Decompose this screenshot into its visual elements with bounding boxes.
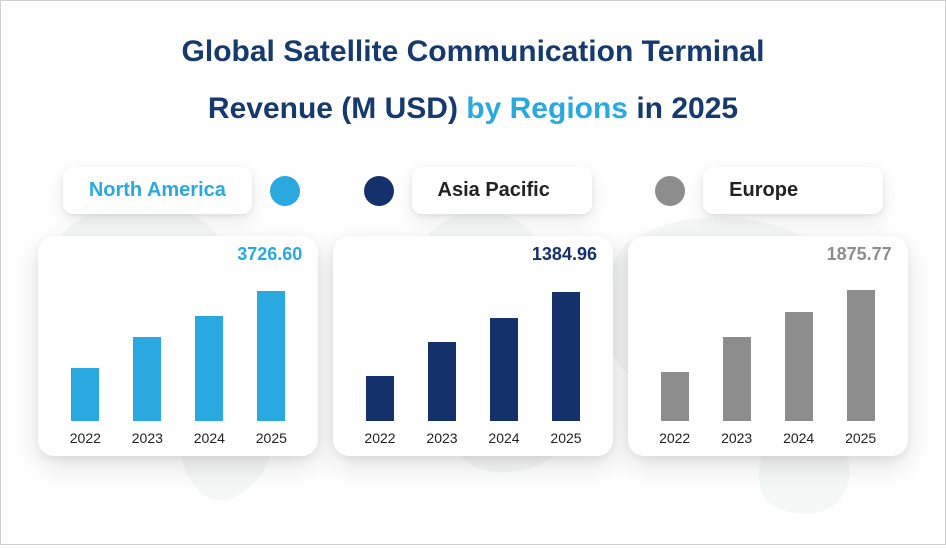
bar-wrap	[411, 342, 473, 421]
bar-wrap	[240, 291, 302, 421]
chart-card-europe: 1875.77 2022 2023 2024 2025	[628, 236, 908, 456]
xlabel: 2023	[721, 430, 752, 446]
bars-europe	[644, 270, 892, 422]
legend-row: North America Asia Pacific Europe	[1, 167, 945, 214]
xlabel: 2024	[194, 430, 225, 446]
xlabel: 2024	[783, 430, 814, 446]
infographic-frame: Global Satellite Communication Terminal …	[0, 0, 946, 545]
xlabel: 2022	[70, 430, 101, 446]
peak-value-north-america: 3726.60	[237, 244, 302, 265]
legend-label-europe: Europe	[703, 167, 883, 214]
chart-card-asia-pacific: 1384.96 2022 2023 2024 2025	[333, 236, 613, 456]
peak-value-europe: 1875.77	[827, 244, 892, 265]
title-line-1: Global Satellite Communication Terminal	[1, 23, 945, 80]
xlabel: 2022	[364, 430, 395, 446]
xlabel: 2023	[132, 430, 163, 446]
chart-title: Global Satellite Communication Terminal …	[1, 1, 945, 137]
xlabel: 2024	[488, 430, 519, 446]
xaxis-asia-pacific: 2022 2023 2024 2025	[349, 430, 597, 446]
legend-label-north-america: North America	[63, 167, 252, 214]
bar-ap-2023	[428, 342, 456, 421]
bar-eu-2023	[723, 337, 751, 421]
xaxis-north-america: 2022 2023 2024 2025	[54, 430, 302, 446]
legend-europe: Europe	[655, 167, 883, 214]
bar-wrap	[473, 318, 535, 421]
bar-ap-2025	[552, 292, 580, 421]
peak-value-asia-pacific: 1384.96	[532, 244, 597, 265]
title-line-2: Revenue (M USD) by Regions in 2025	[1, 80, 945, 137]
title-line-2-pre: Revenue (M USD)	[208, 92, 466, 125]
bar-wrap	[535, 292, 597, 421]
xlabel: 2025	[550, 430, 581, 446]
bar-ap-2024	[490, 318, 518, 421]
title-line-2-accent: by Regions	[466, 92, 628, 125]
bar-eu-2025	[847, 290, 875, 421]
title-line-2-post: in 2025	[628, 92, 738, 125]
bar-wrap	[768, 312, 830, 421]
xaxis-europe: 2022 2023 2024 2025	[644, 430, 892, 446]
bar-wrap	[54, 368, 116, 421]
legend-label-asia-pacific: Asia Pacific	[412, 167, 592, 214]
bar-wrap	[830, 290, 892, 421]
legend-dot-north-america	[270, 176, 300, 206]
charts-row: 3726.60 2022 2023 2024 2025 1384.96	[1, 236, 945, 456]
bar-na-2024	[195, 316, 223, 421]
legend-dot-europe	[655, 176, 685, 206]
xlabel: 2025	[256, 430, 287, 446]
chart-card-north-america: 3726.60 2022 2023 2024 2025	[38, 236, 318, 456]
bars-north-america	[54, 270, 302, 422]
legend-dot-asia-pacific	[364, 176, 394, 206]
bar-na-2022	[71, 368, 99, 421]
bar-eu-2024	[785, 312, 813, 421]
bar-ap-2022	[366, 376, 394, 421]
xlabel: 2025	[845, 430, 876, 446]
title-line-1-text: Global Satellite Communication Terminal	[182, 35, 765, 68]
bars-asia-pacific	[349, 270, 597, 422]
bar-na-2025	[257, 291, 285, 421]
bar-wrap	[178, 316, 240, 421]
xlabel: 2023	[426, 430, 457, 446]
bar-wrap	[116, 337, 178, 421]
bar-eu-2022	[661, 372, 689, 421]
bar-wrap	[644, 372, 706, 421]
bar-wrap	[349, 376, 411, 421]
legend-asia-pacific: Asia Pacific	[364, 167, 592, 214]
xlabel: 2022	[659, 430, 690, 446]
bar-na-2023	[133, 337, 161, 421]
legend-north-america: North America	[63, 167, 300, 214]
bar-wrap	[706, 337, 768, 421]
